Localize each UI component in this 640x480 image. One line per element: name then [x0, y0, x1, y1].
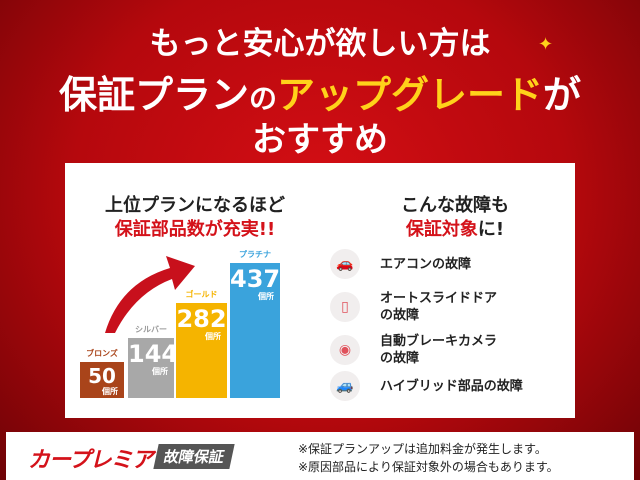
footer: カープレミア 故障保証 ※保証プランアップは追加料金が発生します。 ※原因部品に… — [6, 432, 634, 480]
right-title-2: 保証対象に! — [335, 215, 575, 241]
coverage-label: オートスライドドア の故障 — [380, 291, 498, 323]
plan-bar-0: 50 個所 — [80, 362, 124, 398]
right-title-covered: 保証対象 — [405, 219, 478, 240]
right-title-suffix: に! — [477, 219, 505, 240]
plan-label-1: シルバー — [135, 324, 167, 334]
plan-unit: 個所 — [102, 387, 118, 396]
plan-label-0: ブロンズ — [86, 349, 118, 358]
headline-line-2: 保証プランのアップグレードが — [0, 64, 640, 119]
coverage-item: ▯ オートスライドドア の故障 — [330, 290, 497, 324]
plan-bar-3: 437 個所 — [230, 263, 280, 398]
headline-line-3: おすすめ — [252, 120, 388, 160]
left-title-1: 上位プランになるほど — [105, 195, 285, 216]
plan-bar-2: 282 個所 — [176, 302, 227, 398]
plan-bar-1: 144 個所 — [128, 337, 179, 398]
coverage-label: エアコンの故障 — [380, 256, 472, 272]
brand-logo: カープレミア — [28, 448, 154, 473]
plan-value: 144 — [128, 339, 179, 368]
car-aircon-icon: 🚗 — [330, 249, 360, 279]
plan-unit: 個所 — [152, 366, 168, 376]
note-2: ※原因部品により保証対象外の場合もあります。 — [298, 460, 559, 474]
plan-unit: 個所 — [205, 331, 221, 341]
headline-line-1: もっと安心が欲しい方は — [149, 26, 491, 62]
left-title-2: 保証部品数が充実!! — [114, 219, 276, 240]
coverage-item: 🚗 エアコンの故障 — [330, 249, 471, 279]
plan-value: 282 — [176, 304, 227, 333]
sliding-door-icon: ▯ — [330, 292, 360, 322]
coverage-label: ハイブリッド部品の故障 — [380, 378, 523, 394]
headline-plan: 保証プラン — [58, 73, 249, 117]
plan-value: 437 — [230, 265, 281, 293]
info-panel: 上位プランになるほど 保証部品数が充実!! 50 個所 ブロンズ 144 個所 シルバー 2… — [65, 163, 575, 418]
plan-label-3: プラチナ — [239, 250, 271, 259]
note-1: ※保証プランアップは追加料金が発生します。 — [298, 442, 547, 456]
coverage-label: 自動ブレーキカメラ の故障 — [380, 334, 498, 366]
up-arrow-icon — [105, 256, 195, 333]
plan-value: 50 — [88, 364, 116, 388]
sparkle-icon: ✦ — [538, 34, 554, 55]
plan-label-2: ゴールド — [185, 289, 218, 299]
right-title-1: こんな故障も — [401, 195, 509, 216]
brand-tag: 故障保証 — [153, 444, 235, 469]
headline-no: の — [248, 82, 277, 115]
brake-camera-icon: ◉ — [330, 335, 360, 365]
coverage-item: ◉ 自動ブレーキカメラ の故障 — [330, 333, 497, 367]
hybrid-car-icon: 🚙 — [330, 371, 360, 401]
coverage-item: 🚙 ハイブリッド部品の故障 — [330, 371, 523, 401]
headline-upgrade: アップグレード — [277, 73, 544, 117]
plan-unit: 個所 — [258, 292, 274, 301]
headline-ga: が — [543, 73, 582, 117]
